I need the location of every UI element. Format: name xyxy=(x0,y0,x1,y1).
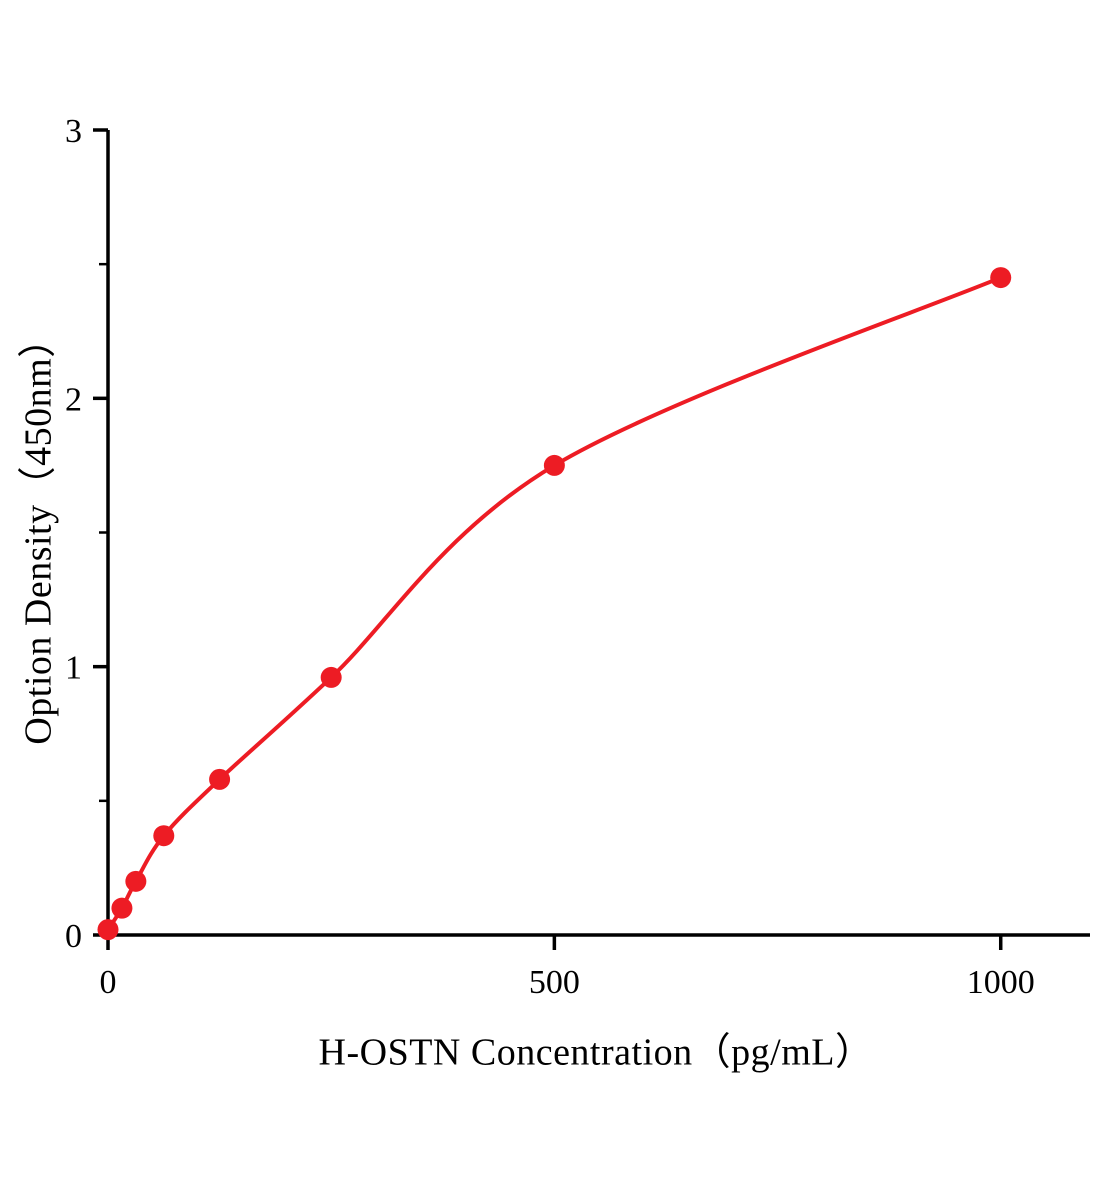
x-tick-label: 0 xyxy=(100,964,117,1001)
y-tick-label: 2 xyxy=(65,381,82,418)
y-axis-label: Option Density（450nm） xyxy=(17,319,60,745)
y-tick-label: 1 xyxy=(65,650,82,687)
x-tick-label: 1000 xyxy=(967,964,1035,1001)
x-axis-label: H-OSTN Concentration（pg/mL） xyxy=(318,1031,874,1074)
data-point-marker xyxy=(97,919,119,941)
data-point-marker xyxy=(209,768,231,790)
y-tick-label: 3 xyxy=(65,113,82,150)
fit-curve xyxy=(106,275,1003,932)
data-point-marker xyxy=(320,666,342,688)
data-point-marker xyxy=(153,825,175,847)
y-tick-label: 0 xyxy=(65,918,82,955)
x-tick-label: 500 xyxy=(529,964,580,1001)
data-point-marker xyxy=(111,897,133,919)
data-point-marker xyxy=(543,454,565,476)
data-point-marker xyxy=(990,267,1012,289)
data-point-marker xyxy=(125,870,147,892)
